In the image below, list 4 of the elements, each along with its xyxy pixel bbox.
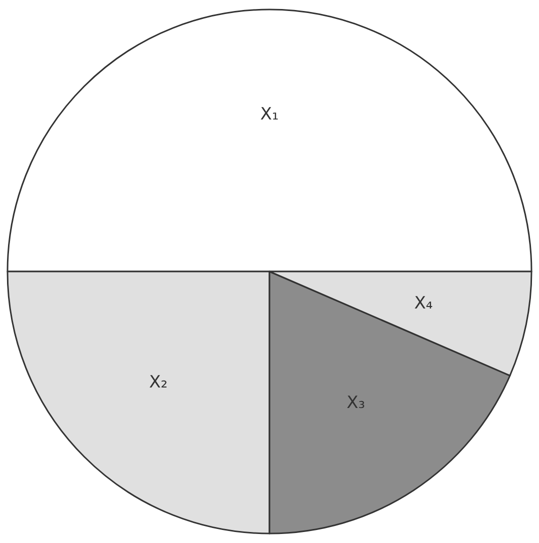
slice-label: X₁ — [260, 104, 279, 124]
slice-label: X₂ — [149, 372, 168, 393]
slice-label: X₃ — [346, 392, 366, 413]
slice-label: X₄ — [414, 293, 433, 314]
